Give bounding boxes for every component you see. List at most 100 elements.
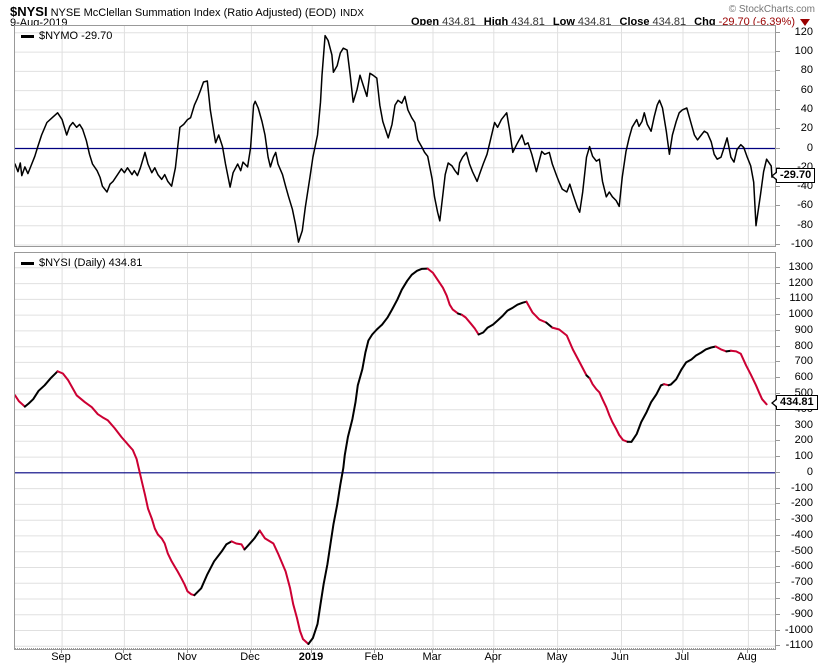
y-axis-tick xyxy=(776,550,780,552)
x-axis: Sep Oct Nov Dec 2019 Feb Mar Apr May Jun Jul Aug xyxy=(14,648,776,667)
x-axis-label: Apr xyxy=(484,651,502,663)
nysi-panel: $NYSI (Daily) 434.81 xyxy=(14,252,776,650)
y-axis-label: 400 xyxy=(794,402,813,415)
y-axis-label: 80 xyxy=(800,64,813,77)
y-axis-label: -900 xyxy=(790,607,813,620)
y-axis-tick xyxy=(776,408,780,410)
y-axis-label: -1000 xyxy=(784,623,813,636)
y-axis-label: 20 xyxy=(800,122,813,135)
y-axis-tick xyxy=(776,329,780,331)
chg-down-triangle-icon xyxy=(800,18,810,26)
$NYSI-line xyxy=(258,529,310,645)
y-axis-label: -80 xyxy=(797,218,813,231)
x-axis-label: Jun xyxy=(611,651,629,663)
y-axis-tick xyxy=(776,128,780,130)
y-axis-tick xyxy=(776,471,780,473)
y-axis-tick xyxy=(776,629,780,631)
y-axis-tick xyxy=(776,186,780,188)
y-axis-label: -600 xyxy=(790,560,813,573)
chart-title: NYSE McClellan Summation Index (Ratio Ad… xyxy=(50,7,337,19)
$NYSI-line xyxy=(626,383,665,443)
y-axis-tick xyxy=(776,166,780,168)
$NYSI-line xyxy=(426,267,460,315)
y-axis-label: 1200 xyxy=(788,276,813,289)
y-axis-tick xyxy=(776,582,780,584)
y-axis-label: 100 xyxy=(794,45,813,58)
nysi-chart xyxy=(15,253,775,649)
line-swatch-icon xyxy=(21,261,34,265)
y-axis-tick xyxy=(776,613,780,615)
y-axis-tick xyxy=(776,147,780,149)
$NYSI-line xyxy=(193,540,233,597)
y-axis-label: -700 xyxy=(790,576,813,589)
nymo-legend-label: $NYMO -29.70 xyxy=(39,30,113,42)
y-axis-tick xyxy=(776,645,780,647)
x-axis-tick xyxy=(61,649,62,653)
x-axis-tick xyxy=(747,649,748,653)
x-axis-label: May xyxy=(546,651,568,663)
y-axis-tick xyxy=(776,244,780,246)
y-axis-label: -20 xyxy=(797,160,813,173)
y-axis-label: 1100 xyxy=(789,292,813,305)
y-axis-label: 800 xyxy=(794,339,813,352)
y-axis-tick xyxy=(776,282,780,284)
y-axis: 120 100 80 60 40 20 0 -20 -40 -60 -80 -100 1300 1200 1… xyxy=(776,0,820,668)
y-axis-label: -400 xyxy=(790,528,813,541)
nysi-legend: $NYSI (Daily) 434.81 xyxy=(21,257,142,269)
y-axis-tick xyxy=(776,361,780,363)
x-axis-label: Sep xyxy=(51,651,71,663)
y-axis-label: 0 xyxy=(806,141,813,154)
y-axis-tick xyxy=(776,566,780,568)
$NYSI-line xyxy=(729,349,768,406)
$NYSI-line xyxy=(551,326,588,377)
y-axis-tick xyxy=(776,377,780,379)
exchange-label: INDX xyxy=(340,8,364,19)
y-axis-tick xyxy=(776,89,780,91)
y-axis-label: -200 xyxy=(790,497,813,510)
x-axis-label: Oct xyxy=(114,651,132,663)
y-axis-tick xyxy=(776,314,780,316)
y-axis-label: 900 xyxy=(794,323,813,336)
nymo-legend: $NYMO -29.70 xyxy=(21,30,112,42)
y-axis-label: 700 xyxy=(794,355,813,368)
x-axis-tick xyxy=(123,649,124,653)
nymo-chart xyxy=(15,26,775,246)
x-axis-tick xyxy=(682,649,683,653)
$NYSI-line xyxy=(56,370,196,597)
x-axis-label: Feb xyxy=(364,651,384,663)
y-axis-label: -60 xyxy=(797,199,813,212)
y-axis-label: -1100 xyxy=(785,639,813,652)
y-axis-label: 100 xyxy=(794,450,813,463)
line-swatch-icon xyxy=(21,34,34,38)
$NYMO-line xyxy=(15,34,773,243)
y-axis-tick xyxy=(776,298,780,300)
y-axis-tick xyxy=(776,108,780,110)
y-axis-tick xyxy=(776,456,780,458)
x-axis-tick xyxy=(432,649,433,653)
$NYSI-line xyxy=(460,313,480,336)
x-axis-tick xyxy=(374,649,375,653)
y-axis-label: 0 xyxy=(806,465,813,478)
x-axis-tick xyxy=(187,649,188,653)
nysi-legend-label: $NYSI (Daily) 434.81 xyxy=(39,257,143,269)
y-axis-tick xyxy=(776,424,780,426)
y-axis-label: -800 xyxy=(790,592,813,604)
y-axis-label: 500 xyxy=(794,386,813,399)
y-axis-tick xyxy=(776,440,780,442)
copyright: © StockCharts.com xyxy=(728,4,815,15)
y-axis-label: 600 xyxy=(794,371,813,384)
y-axis-label: -100 xyxy=(790,238,813,251)
y-axis-label: -300 xyxy=(790,513,813,526)
$NYSI-line xyxy=(714,345,728,353)
x-axis-tick xyxy=(620,649,621,653)
y-axis-label: -40 xyxy=(797,180,813,193)
$NYSI-line xyxy=(243,529,261,551)
$NYSI-line xyxy=(15,394,26,408)
y-axis-tick xyxy=(776,205,780,207)
y-axis-label: -500 xyxy=(790,544,813,557)
y-axis-label: 300 xyxy=(794,418,813,431)
y-axis-label: 60 xyxy=(800,83,813,96)
$NYSI-line xyxy=(23,370,59,408)
x-axis-label: Mar xyxy=(422,651,442,663)
